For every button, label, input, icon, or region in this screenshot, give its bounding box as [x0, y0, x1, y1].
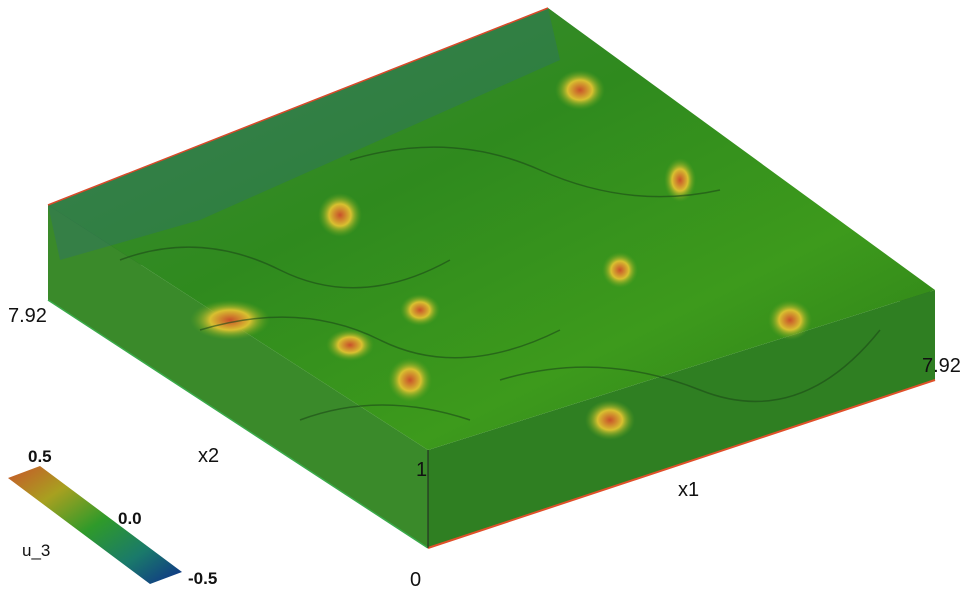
colorbar-mid: 0.0: [118, 509, 142, 528]
colorbar: [8, 466, 182, 584]
z-top-label: 1: [416, 459, 427, 481]
x1-end-label: 7.92: [922, 355, 961, 377]
colorbar-max: 0.5: [28, 447, 52, 466]
colorbar-min: -0.5: [188, 569, 217, 588]
x2-end-label: 7.92: [8, 305, 47, 327]
x2-axis-label: x2: [198, 445, 219, 467]
x1-axis-label: x1: [678, 479, 699, 501]
visualization: 7.92 x2 7.92 x1 1 0 0.5 0.0 -0.5 u_3: [0, 0, 976, 591]
colorbar-label: u_3: [22, 541, 50, 560]
origin-label: 0: [410, 569, 421, 591]
